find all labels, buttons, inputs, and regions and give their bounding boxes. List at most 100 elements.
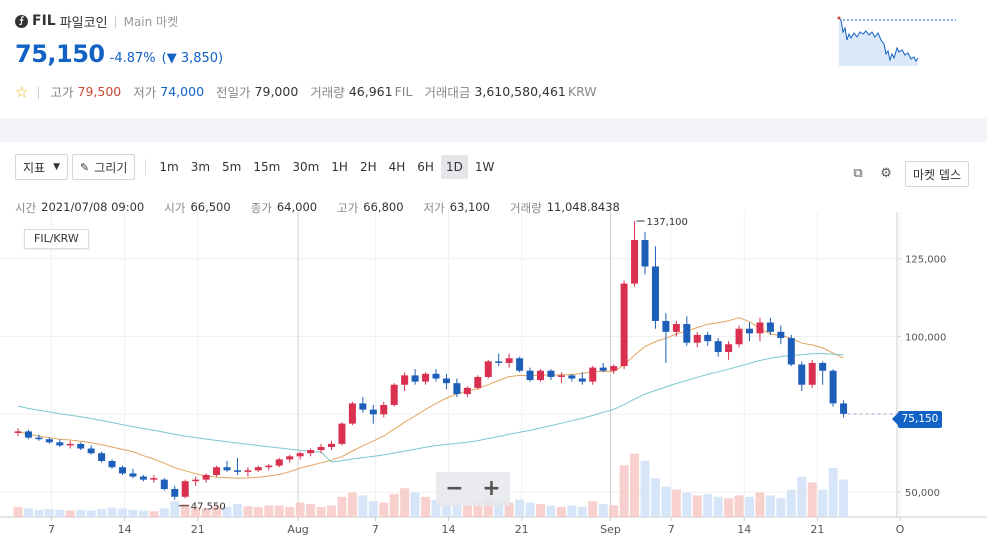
y-tick-label: 100,000 <box>905 332 946 343</box>
change-rate: -4.87% <box>109 51 156 66</box>
stat-value-prev: 79,000 <box>254 84 299 99</box>
title-row: ⨍ FIL 파일코인 | Main 마켓 <box>15 12 178 31</box>
interval-5m[interactable]: 5m <box>222 160 242 174</box>
volume-bar <box>65 510 75 517</box>
candle-body <box>683 324 691 343</box>
zoom-out-button[interactable]: − <box>445 476 464 501</box>
candle-body <box>328 443 335 447</box>
external-link-icon[interactable]: ⧉ <box>853 166 863 181</box>
interval-2h[interactable]: 2H <box>359 160 377 174</box>
x-tick-label: 21 <box>810 523 824 536</box>
stats-separator: | <box>36 84 41 99</box>
candle-body <box>56 442 64 446</box>
volume-bar <box>661 486 671 517</box>
candle-body <box>223 467 231 471</box>
candle-body <box>704 334 712 342</box>
interval-4h[interactable]: 4H <box>388 160 406 174</box>
candle-body <box>390 384 398 405</box>
candle-body <box>484 361 492 377</box>
candle-body <box>798 364 806 385</box>
change-amount: (▼ 3,850) <box>161 51 224 66</box>
x-tick-label: 14 <box>118 523 132 536</box>
interval-1w[interactable]: 1W <box>474 160 495 174</box>
candle-body <box>819 362 827 371</box>
coin-header: ⨍ FIL 파일코인 | Main 마켓 75,150 -4.87% (▼ 3,… <box>0 0 987 118</box>
interval-30m[interactable]: 30m <box>292 160 320 174</box>
volume-bar <box>170 501 180 517</box>
candle-body <box>244 470 252 472</box>
volume-bar <box>452 504 462 517</box>
candle-body <box>787 338 795 365</box>
candle-body <box>631 240 639 284</box>
candle-body <box>24 431 32 438</box>
volume-bar <box>274 505 284 517</box>
volume-bar <box>619 465 629 517</box>
market-depth-button[interactable]: 마켓 뎁스 <box>905 161 969 187</box>
candle-body <box>233 470 241 472</box>
volume-bar <box>201 508 211 517</box>
interval-15m[interactable]: 15m <box>253 160 281 174</box>
draw-label: 그리기 <box>94 160 128 175</box>
volume-bar <box>128 509 138 517</box>
time-label: 시간 <box>15 201 37 215</box>
volume-bar <box>118 508 127 517</box>
turnover-number: 3,610,580,461 <box>474 84 566 99</box>
open-label: 시가 <box>164 201 186 215</box>
candle-body <box>45 439 53 443</box>
max-annotation-label: 137,100 <box>647 217 688 228</box>
candle-body <box>119 467 126 474</box>
volume-bar <box>44 509 54 517</box>
candle-body <box>87 448 95 454</box>
volume-bar <box>598 504 608 517</box>
candle-body <box>808 362 816 385</box>
volume-bar <box>703 493 713 517</box>
candle-body <box>202 474 210 480</box>
candle-body <box>35 437 43 440</box>
candle-body <box>275 459 283 466</box>
stat-label-volume: 거래량 <box>310 85 345 100</box>
volume-bar <box>389 493 399 517</box>
draw-button[interactable]: ✎ 그리기 <box>72 154 136 180</box>
chart-toolbar: 지표 ▼ ✎ 그리기 1m 3m 5m 15m 30m 1H 2H 4H 6H 1D… <box>0 142 987 192</box>
volume-bar <box>306 504 316 517</box>
candlestick-chart[interactable]: 125,000 100,000 50,000 7 14 21 Aug 7 14 21 Sep 7 14 2… <box>0 212 987 541</box>
indicator-button[interactable]: 지표 ▼ <box>15 154 69 180</box>
candle-body <box>651 266 659 321</box>
candle-body <box>422 373 430 382</box>
stat-value-volume: 46,961 FIL <box>349 84 413 99</box>
section-gap <box>0 118 987 142</box>
candle-body <box>735 328 743 345</box>
stat-label-high: 고가 <box>50 85 74 100</box>
candle-body <box>610 366 618 371</box>
candle-body <box>537 370 544 381</box>
candle-body <box>14 431 22 433</box>
candle-body <box>693 334 701 343</box>
interval-1d[interactable]: 1D <box>440 155 468 179</box>
volume-bar <box>462 505 472 517</box>
candle-body <box>380 404 388 415</box>
interval-1m[interactable]: 1m <box>159 160 179 174</box>
candle-body <box>213 467 221 475</box>
stats-row: ☆ | 고가 79,500 저가 74,000 전일가 79,000 거래량 4… <box>15 82 609 101</box>
gear-icon[interactable]: ⚙ <box>880 166 892 181</box>
candle-body <box>599 367 607 371</box>
candle-body <box>254 467 262 471</box>
high-label: 고가 <box>337 201 359 215</box>
volume-bar <box>107 507 117 517</box>
x-tick-label: 21 <box>191 523 205 536</box>
candle-body <box>714 341 722 353</box>
volume-number: 46,961 <box>348 84 393 99</box>
candle-body <box>98 453 106 461</box>
candle-body <box>589 367 597 382</box>
interval-6h[interactable]: 6H <box>417 160 434 174</box>
volume-bar <box>483 498 493 517</box>
candle-body <box>411 375 419 382</box>
volume-bar <box>546 505 556 517</box>
interval-1h[interactable]: 1H <box>331 160 348 174</box>
zoom-in-button[interactable]: + <box>482 476 501 501</box>
star-icon[interactable]: ☆ <box>15 82 29 101</box>
coin-symbol: FIL <box>32 13 56 29</box>
volume-unit: FIL <box>394 84 413 99</box>
interval-3m[interactable]: 3m <box>190 160 211 174</box>
volume-bar <box>138 510 148 517</box>
